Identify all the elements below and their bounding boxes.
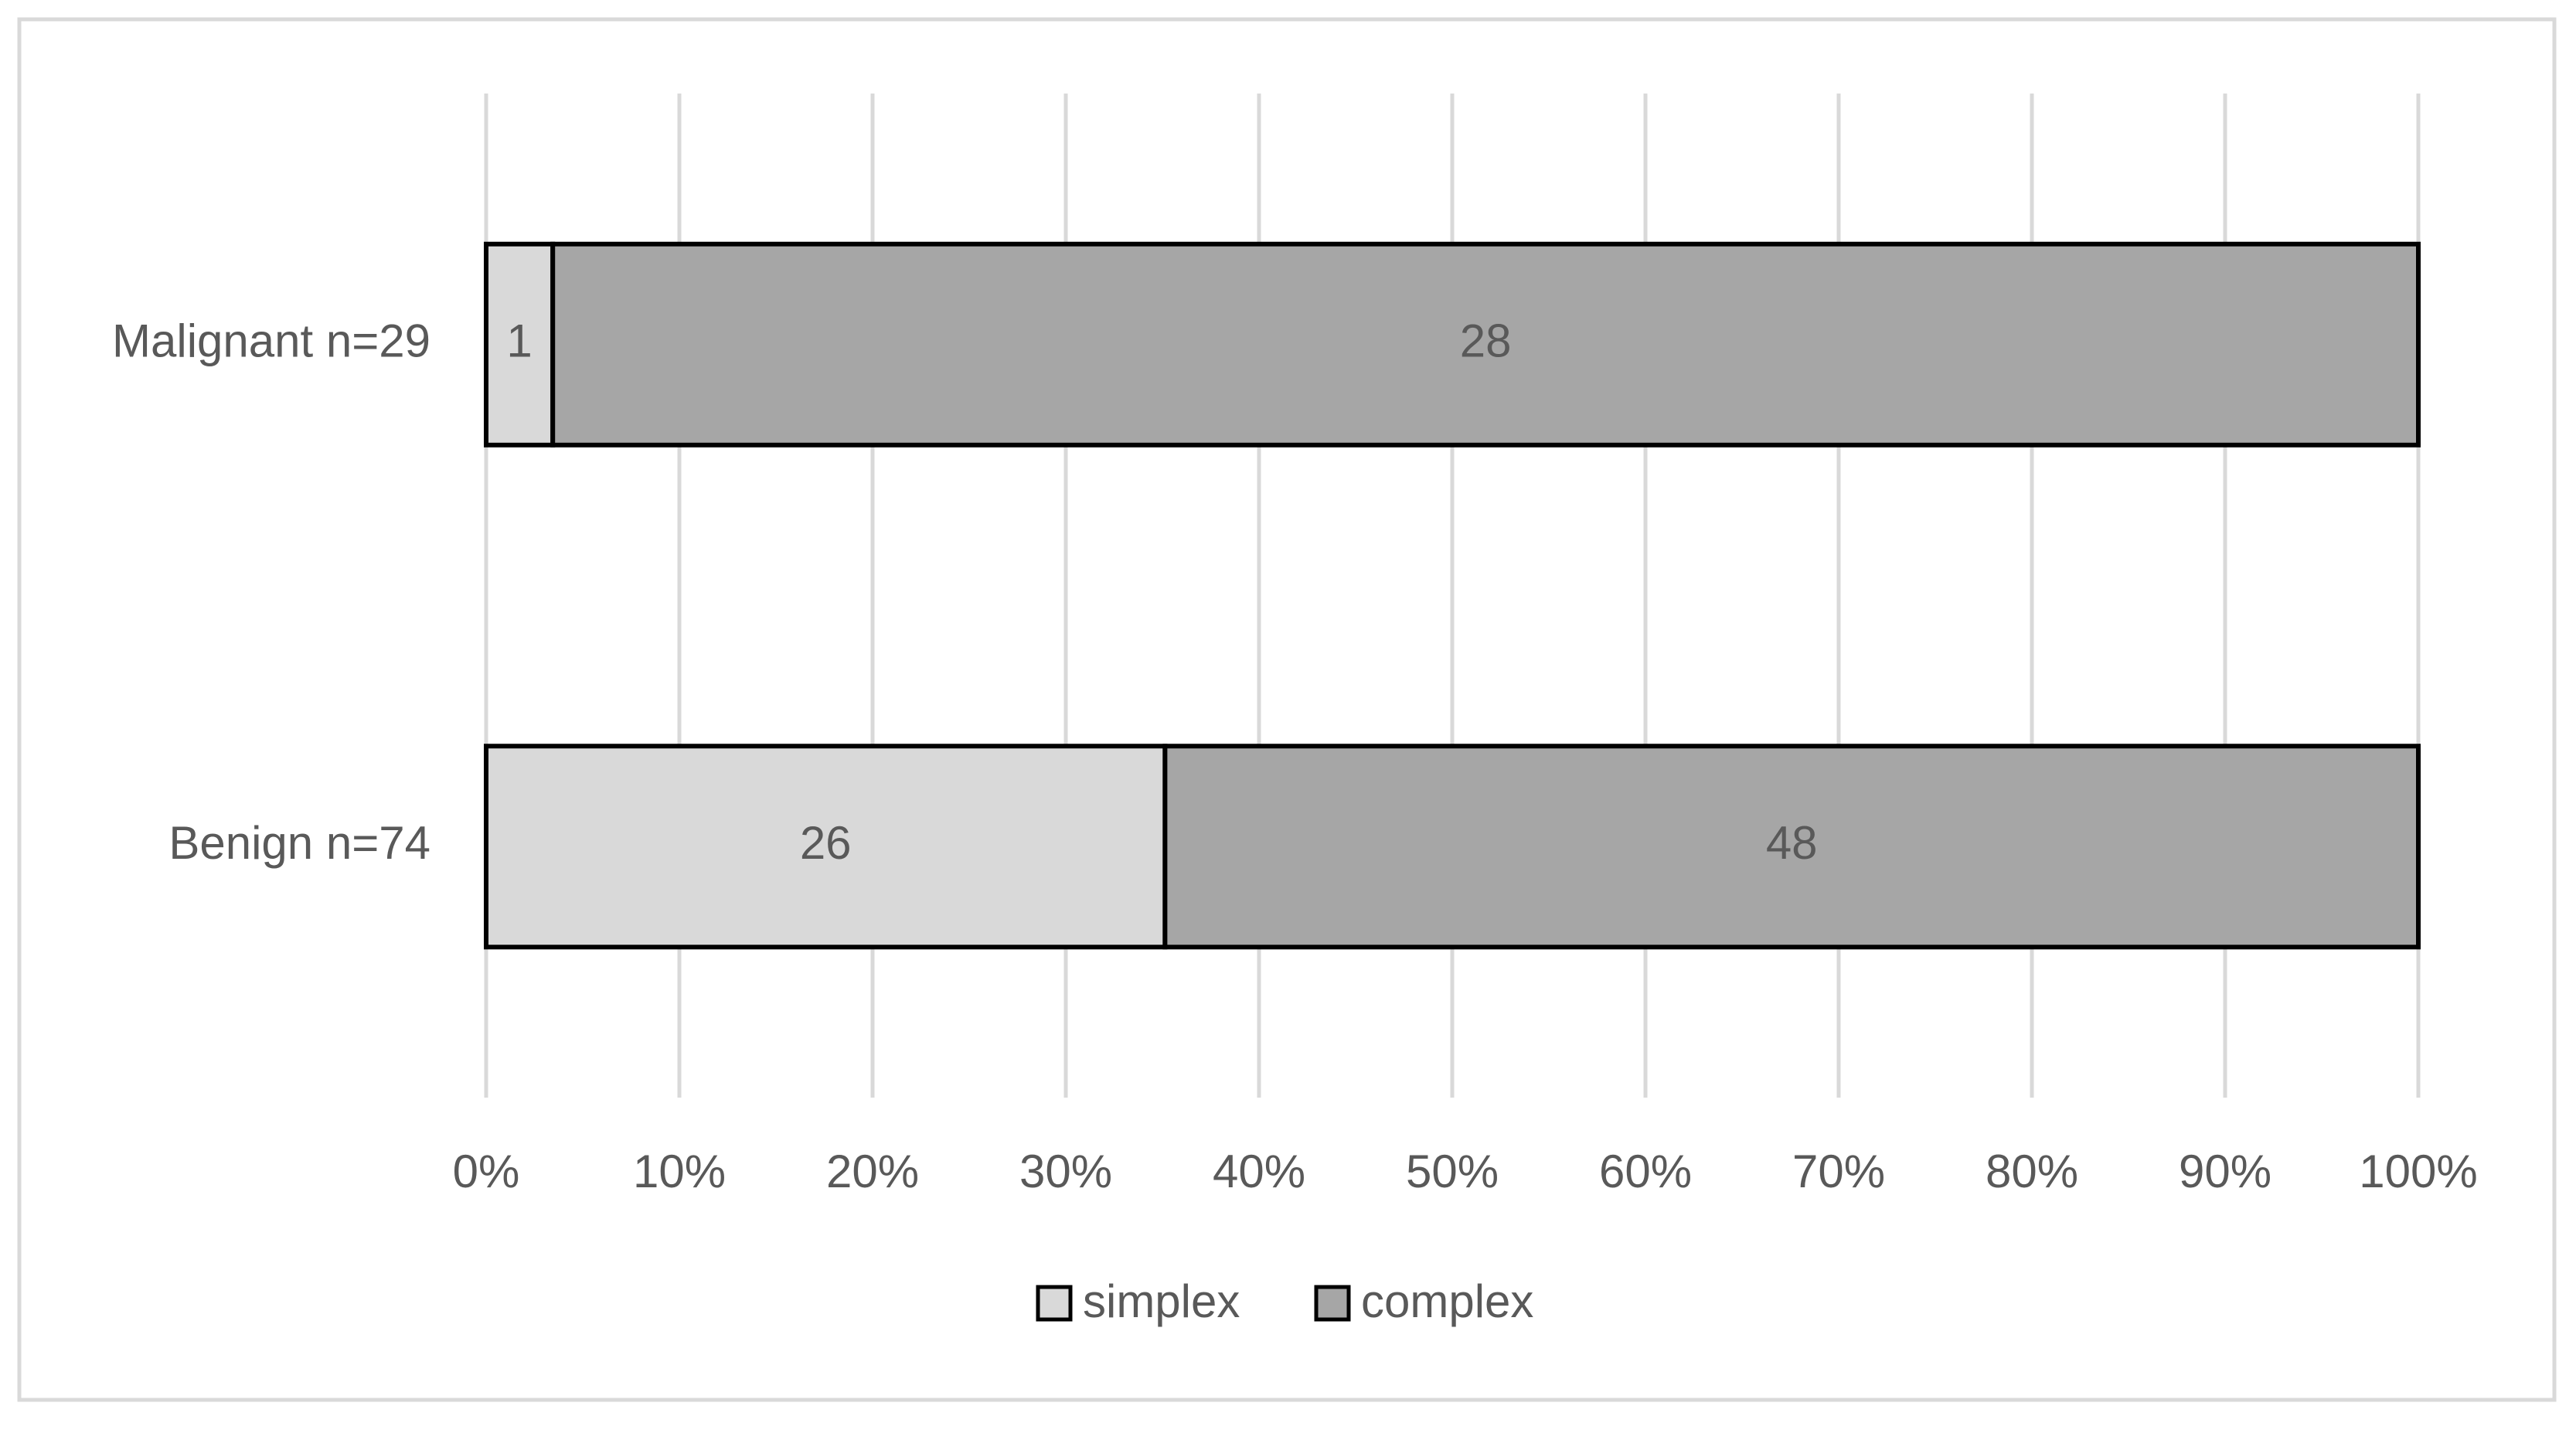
y-tick-label: Benign n=74 <box>168 817 430 869</box>
x-tick-label: 90% <box>2179 1146 2271 1197</box>
data-label: 28 <box>1460 315 1512 367</box>
x-tick-label: 20% <box>826 1146 919 1197</box>
bar-segment <box>484 744 1168 950</box>
x-tick-label: 100% <box>2359 1146 2477 1197</box>
y-tick-label: Malignant n=29 <box>112 315 430 367</box>
bar-segment <box>550 241 2421 448</box>
data-label: 26 <box>800 817 852 869</box>
x-tick-label: 30% <box>1019 1146 1112 1197</box>
x-tick-label: 60% <box>1599 1146 1692 1197</box>
bar-segment <box>1162 744 2421 950</box>
data-label: 1 <box>506 315 532 367</box>
legend-label: complex <box>1361 1275 1533 1327</box>
bar-segment <box>484 241 556 448</box>
x-tick-label: 80% <box>1986 1146 2078 1197</box>
legend-label: simplex <box>1083 1275 1240 1327</box>
x-tick-label: 0% <box>453 1146 520 1197</box>
legend-swatch <box>1036 1285 1073 1322</box>
x-tick-label: 50% <box>1406 1146 1499 1197</box>
legend-swatch <box>1314 1285 1351 1322</box>
x-tick-label: 70% <box>1792 1146 1885 1197</box>
x-tick-label: 10% <box>633 1146 726 1197</box>
data-label: 48 <box>1766 817 1818 869</box>
x-tick-label: 40% <box>1213 1146 1305 1197</box>
